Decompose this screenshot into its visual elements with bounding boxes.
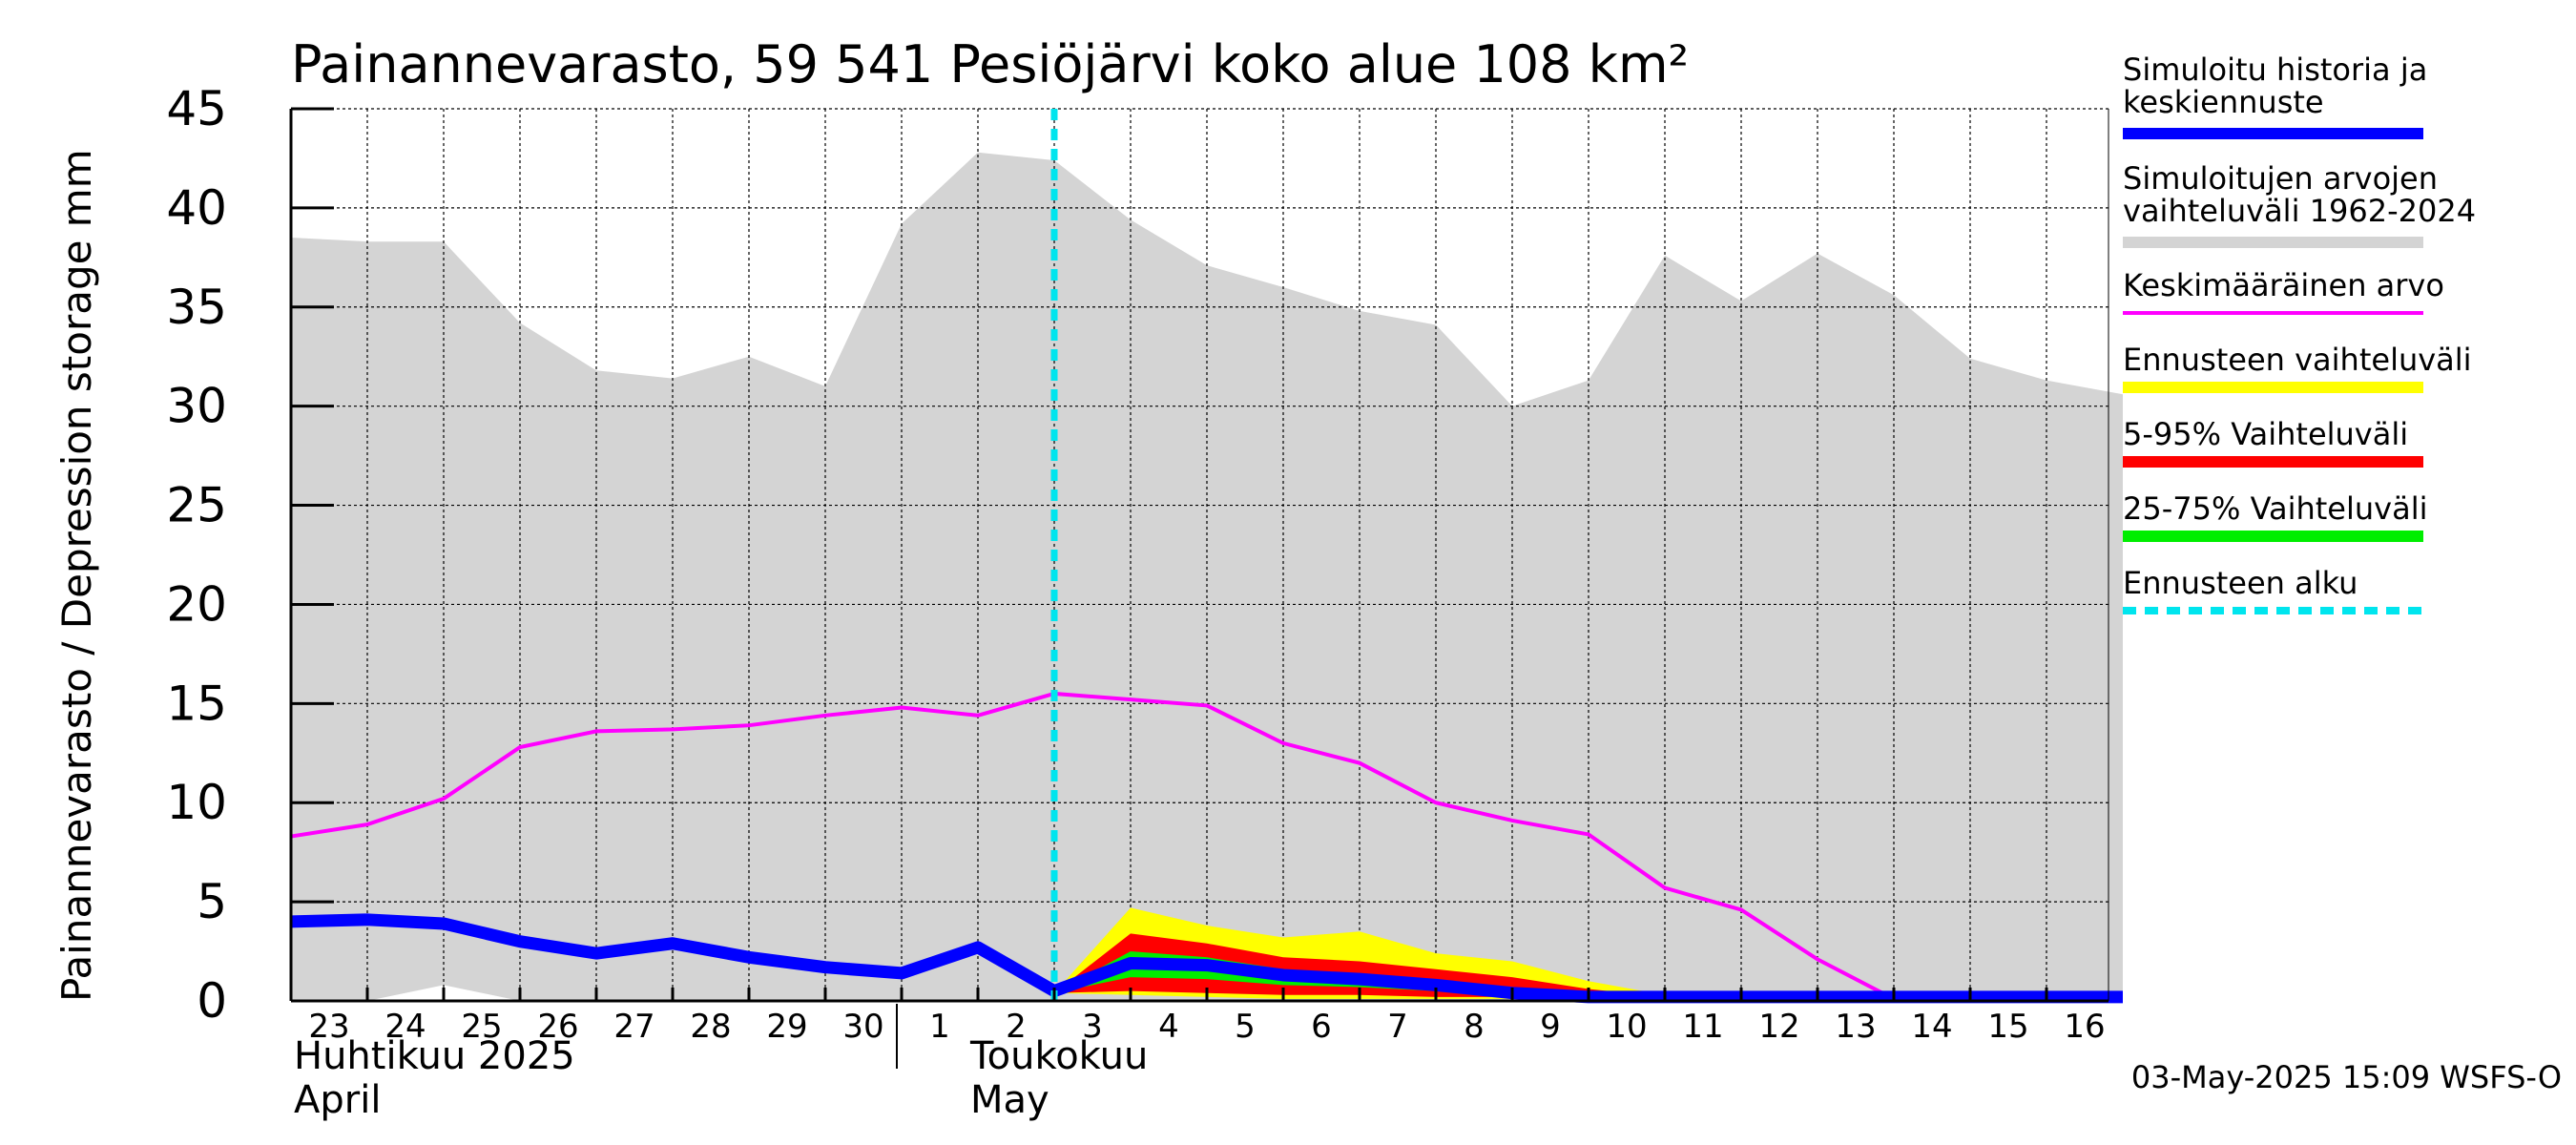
y-tick-label: 25: [166, 478, 227, 533]
x-tick-label: 3: [1082, 1008, 1103, 1046]
month-labels: Huhtikuu 2025 April Toukokuu May: [294, 1004, 1148, 1122]
y-tick-label: 40: [166, 180, 227, 236]
legend-label-line2: vaihteluväli 1962-2024: [2123, 193, 2476, 229]
x-tick-label: 29: [766, 1008, 807, 1046]
history-range-layer: [291, 152, 2123, 1001]
x-tick-label: 4: [1158, 1008, 1179, 1046]
y-tick-label: 5: [197, 874, 227, 929]
x-tick-label: 11: [1682, 1008, 1723, 1046]
y-axis-label: Painannevarasto / Depression storage mm: [53, 149, 100, 1002]
y-tick-label: 0: [197, 973, 227, 1029]
y-tick-label: 30: [166, 379, 227, 434]
y-tick-label: 15: [166, 676, 227, 731]
x-tick-label: 6: [1311, 1008, 1332, 1046]
x-tick-label: 7: [1387, 1008, 1408, 1046]
x-tick-label: 13: [1835, 1008, 1876, 1046]
x-tick-label: 10: [1606, 1008, 1647, 1046]
legend-label-line2: keskiennuste: [2123, 84, 2324, 120]
x-tick-label: 30: [842, 1008, 883, 1046]
legend-label: Ennusteen alku: [2123, 565, 2358, 601]
legend-label: Keskimääräinen arvo: [2123, 267, 2444, 303]
x-tick-label: 5: [1235, 1008, 1256, 1046]
x-tick-label: 28: [690, 1008, 731, 1046]
x-tick-label: 24: [384, 1008, 426, 1046]
x-tick-label: 16: [2064, 1008, 2105, 1046]
mean-line: [290, 691, 2123, 1001]
x-tick-label: 23: [308, 1008, 349, 1046]
chart-title: Painannevarasto, 59 541 Pesiöjärvi koko …: [291, 34, 1689, 94]
x-tick-label: 12: [1758, 1008, 1799, 1046]
x-tick-label: 27: [613, 1008, 654, 1046]
month-label-may-en: May: [970, 1078, 1049, 1122]
legend-label: Ennusteen vaihteluväli: [2123, 342, 2472, 378]
y-tick-label: 20: [166, 576, 227, 632]
month-label-april-fi: Huhtikuu 2025: [294, 1034, 575, 1078]
x-tick-label: 1: [929, 1008, 950, 1046]
legend-label: Simuloitujen arvojen: [2123, 160, 2438, 197]
legend-label: Simuloitu historia ja: [2123, 52, 2427, 88]
y-tick-label: 35: [166, 280, 227, 335]
axis-layer: [289, 109, 2109, 1003]
legend-label: 5-95% Vaihteluväli: [2123, 416, 2408, 452]
month-label-april-en: April: [294, 1078, 381, 1122]
month-label-may-fi: Toukokuu: [969, 1034, 1148, 1078]
y-tick-label: 45: [166, 81, 227, 136]
x-tick-label: 2: [1006, 1008, 1027, 1046]
x-tick-label: 15: [1987, 1008, 2028, 1046]
history-range-area: [291, 152, 2123, 1001]
legend-label: 25-75% Vaihteluväli: [2123, 490, 2427, 527]
timestamp: 03-May-2025 15:09 WSFS-O: [2131, 1059, 2562, 1095]
x-tick-label: 25: [461, 1008, 502, 1046]
x-tick-label: 8: [1464, 1008, 1485, 1046]
x-tick-labels: 23 24 25 26 27 28 29 30 1 2 3 4 5 6 7 8 9 10 11 12 13 14 15 16: [289, 988, 2106, 1046]
x-tick-label: 9: [1540, 1008, 1561, 1046]
y-tick-label: 10: [166, 775, 227, 830]
plot-area: [289, 108, 2123, 1004]
y-tick-labels: 0 5 10 15 20 25 30 35 40 45: [166, 81, 334, 1029]
x-tick-label: 14: [1911, 1008, 1952, 1046]
x-tick-label: 26: [537, 1008, 578, 1046]
